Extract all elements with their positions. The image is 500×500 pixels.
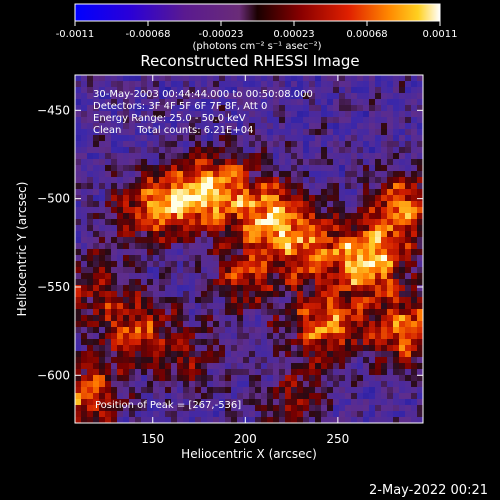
heatmap-container: [75, 75, 423, 423]
colorbar-tick-label: -0.00068: [126, 29, 171, 40]
observation-annotations: 30-May-2003 00:44:44.000 to 00:50:08.000…: [93, 89, 313, 136]
annotation-energy-range: Energy Range: 25.0 - 50.0 keV: [93, 113, 246, 124]
colorbar: [74, 3, 441, 22]
colorbar-tick-label: 0.00068: [346, 29, 387, 40]
colorbar-tick-label: 0.00023: [273, 29, 314, 40]
annotation-counts: Clean Total counts: 6.21E+04: [93, 125, 253, 136]
peak-position-label: Position of Peak = [267,-536]: [95, 400, 241, 411]
chart-title: Reconstructed RHESSI Image: [140, 52, 359, 70]
y-tick-label: −500: [37, 192, 70, 206]
annotation-time-range: 30-May-2003 00:44:44.000 to 00:50:08.000: [93, 89, 313, 100]
x-axis-label: Heliocentric X (arcsec): [181, 447, 317, 461]
x-tick-label: 150: [141, 432, 164, 446]
x-axis: 150 200 250: [141, 75, 349, 446]
colorbar-tick-label: -0.00023: [199, 29, 244, 40]
annotation-detectors: Detectors: 3F 4F 5F 6F 7F 8F, Att 0: [93, 101, 267, 112]
plot-frame: [74, 74, 424, 424]
x-tick-label: 200: [234, 432, 257, 446]
colorbar-unit-label: (photons cm⁻² s⁻¹ asec⁻²): [192, 41, 321, 52]
colorbar-tick-label: 0.0011: [423, 29, 458, 40]
colorbar-ticks: -0.0011 -0.00068 -0.00023 0.00023 0.00068 0.0…: [56, 21, 458, 40]
y-tick-label: −450: [37, 103, 70, 117]
x-tick-label: 250: [326, 432, 349, 446]
footer-date: 2-May-2022 00:21: [369, 483, 488, 498]
y-axis: −450 −500 −550 −600: [37, 103, 423, 382]
colorbar-tick-label: -0.0011: [56, 29, 95, 40]
y-tick-label: −550: [37, 280, 70, 294]
y-axis-label: Heliocentric Y (arcsec): [15, 182, 29, 317]
y-tick-label: −600: [37, 368, 70, 382]
